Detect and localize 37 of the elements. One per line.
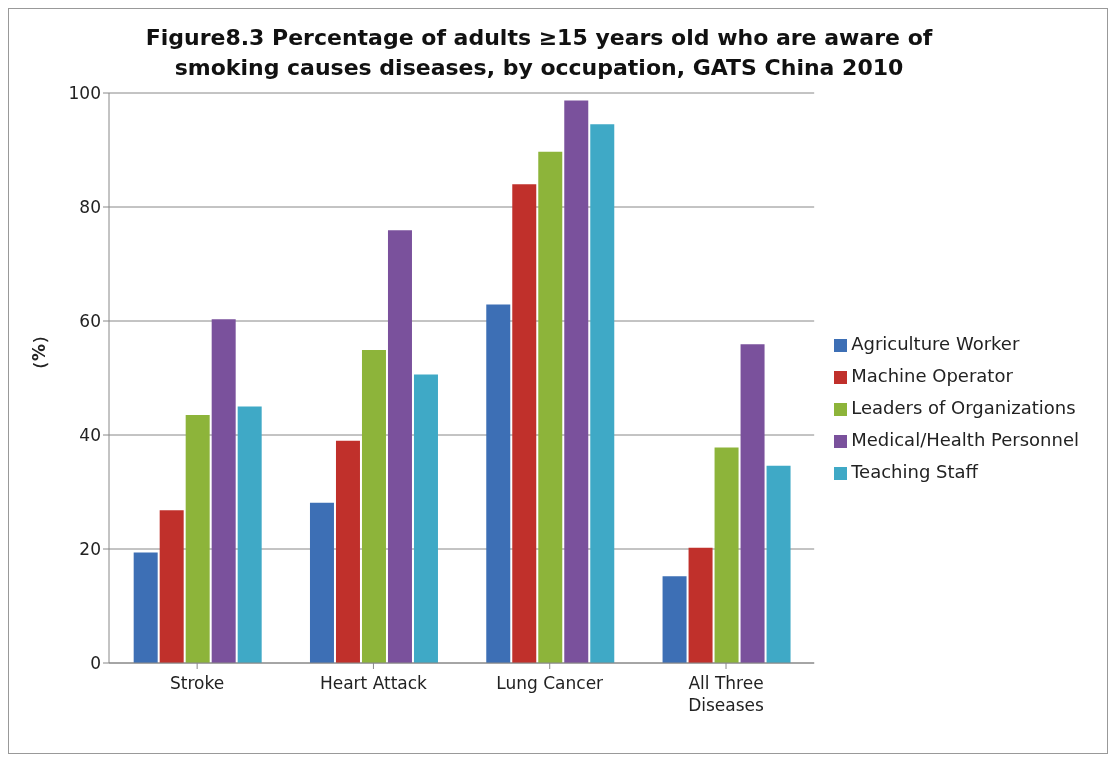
y-tick-label: 20 [79,539,101,560]
bar [590,124,615,663]
bar [185,415,210,663]
bar [133,552,158,663]
x-tick-label: Stroke [170,673,225,693]
y-tick-label: 40 [79,425,101,446]
legend-label: Agriculture Worker [851,333,1020,354]
bar [237,406,262,663]
bar [159,510,184,663]
bar [564,100,589,663]
bar [335,440,360,663]
chart-title: Figure8.3 Percentage of adults ≥15 years old who are aware of smoking causes diseases, by occupation, GATS China 2010 [144,24,934,82]
bar [714,447,739,663]
bar [486,304,511,663]
bar [361,350,386,663]
y-axis-title: （%） [29,326,50,378]
bar [387,230,412,663]
y-tick-label: 0 [90,653,101,674]
x-tick-label: All Three Diseases [688,673,765,715]
legend-label: Machine Operator [851,365,1013,386]
x-tick-label: Heart Attack [319,673,428,693]
bar [512,184,537,663]
legend-label: Medical/Health Personnel [851,429,1079,450]
bar [309,502,334,663]
bar [740,344,765,663]
bar [413,374,438,663]
legend-label: Teaching Staff [851,461,978,482]
y-tick-label: 80 [79,197,101,218]
bar [688,547,713,663]
bar [662,576,687,663]
y-tick-label: 60 [79,311,101,332]
legend-label: Leaders of Organizations [851,397,1076,418]
x-tick-label: Lung Cancer [496,673,604,693]
bar [211,319,236,663]
bar [766,465,791,663]
bar [538,151,563,663]
y-tick-label: 100 [68,83,101,104]
